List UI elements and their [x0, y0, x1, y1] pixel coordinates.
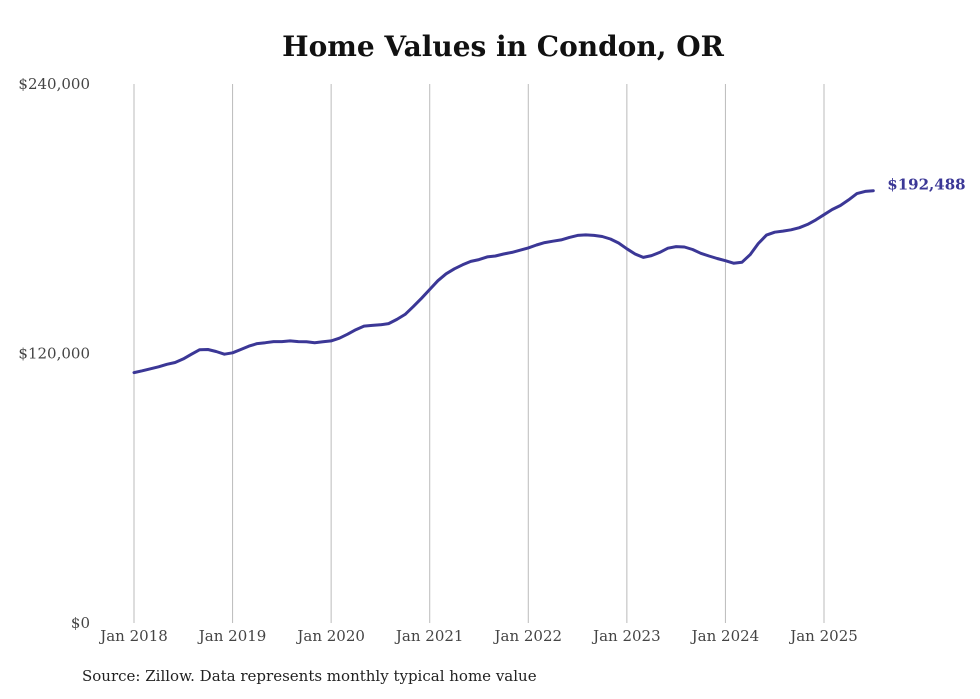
x-tick-label: Jan 2024 — [690, 627, 760, 645]
y-tick-label: $0 — [71, 614, 90, 632]
end-value-label: $192,488 — [887, 176, 965, 194]
x-tick-label: Jan 2019 — [197, 627, 267, 645]
y-tick-label: $120,000 — [18, 345, 90, 363]
line-layer: $192,488 — [132, 176, 966, 375]
x-tick-label: Jan 2023 — [591, 627, 661, 645]
source-note: Source: Zillow. Data represents monthly … — [82, 667, 537, 685]
grid-layer — [133, 84, 825, 623]
x-tick-label: Jan 2025 — [788, 627, 858, 645]
x-tick-label: Jan 2018 — [98, 627, 168, 645]
y-axis: $0 $120,000 $240,000 — [18, 75, 90, 632]
x-tick-label: Jan 2021 — [394, 627, 464, 645]
y-tick-label: $240,000 — [18, 75, 90, 93]
series-line — [132, 189, 875, 375]
x-tick-label: Jan 2020 — [295, 627, 365, 645]
chart-title: Home Values in Condon, OR — [282, 30, 724, 63]
x-tick-label: Jan 2022 — [493, 627, 563, 645]
x-axis: Jan 2018 Jan 2019 Jan 2020 Jan 2021 Jan 2022… — [98, 627, 858, 645]
